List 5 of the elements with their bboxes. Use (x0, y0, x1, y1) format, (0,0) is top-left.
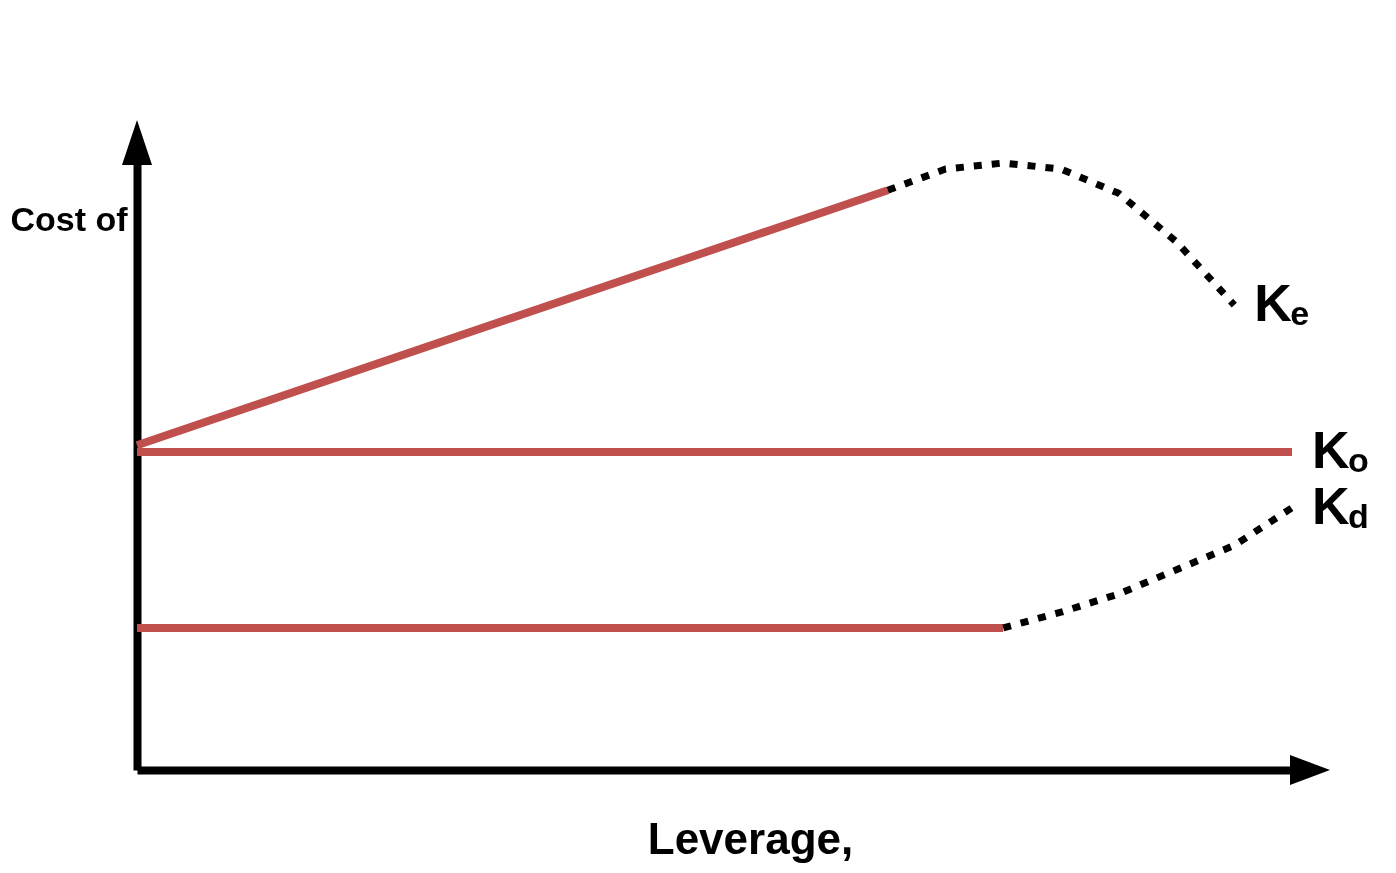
series-label: Ko (1312, 420, 1369, 479)
series-label: Kd (1312, 476, 1369, 535)
series-label: Ke (1254, 274, 1310, 333)
y-axis-title: Cost of (10, 199, 129, 238)
x-axis-title: Leverage, (647, 813, 854, 863)
